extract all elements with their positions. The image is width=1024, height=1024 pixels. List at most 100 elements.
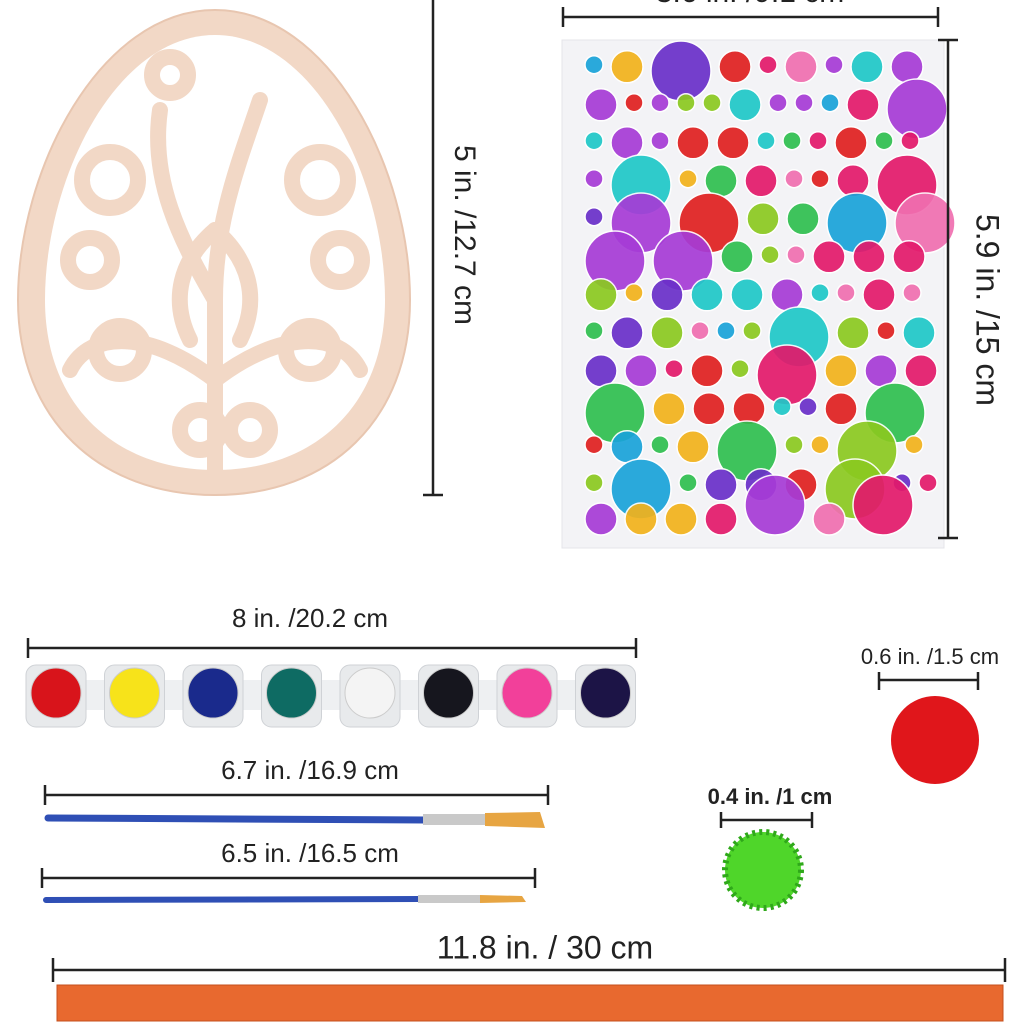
gem bbox=[798, 396, 818, 417]
gem bbox=[610, 50, 644, 84]
gem bbox=[690, 278, 724, 312]
gem bbox=[720, 240, 754, 274]
gem bbox=[786, 244, 806, 265]
gem bbox=[904, 434, 924, 455]
gem bbox=[810, 434, 830, 455]
brush-dimension: 6.7 in. /16.9 cm bbox=[221, 755, 399, 785]
gem bbox=[812, 240, 846, 274]
brush bbox=[43, 895, 526, 903]
gem bbox=[810, 168, 830, 189]
brush-dimension: 6.5 in. /16.5 cm bbox=[221, 838, 399, 868]
gem bbox=[744, 474, 806, 536]
paint bbox=[30, 667, 82, 719]
gem bbox=[624, 502, 658, 536]
gem bbox=[584, 130, 604, 151]
paint bbox=[109, 667, 160, 719]
gem bbox=[716, 320, 736, 341]
gem bbox=[730, 358, 750, 379]
gem bbox=[650, 92, 670, 113]
paint bbox=[580, 667, 631, 719]
gem bbox=[824, 354, 858, 388]
gem bbox=[758, 54, 778, 75]
pom-dimension: 0.4 in. /1 cm bbox=[708, 784, 833, 809]
gem bbox=[886, 78, 948, 140]
gem bbox=[794, 92, 814, 113]
gem bbox=[824, 392, 858, 426]
gem bbox=[876, 320, 896, 341]
paint-pots bbox=[25, 664, 636, 728]
gem bbox=[584, 278, 618, 312]
gem bbox=[772, 396, 792, 417]
gem bbox=[610, 316, 644, 350]
gem bbox=[890, 50, 924, 84]
wooden-egg bbox=[16, 8, 412, 497]
gem bbox=[584, 168, 604, 189]
gem bbox=[746, 202, 780, 236]
sheet-height: 5.9 in. /15 cm bbox=[970, 214, 1006, 406]
paint bbox=[266, 667, 317, 719]
gem bbox=[918, 472, 938, 493]
gem bbox=[850, 50, 884, 84]
gem bbox=[584, 434, 604, 455]
gem bbox=[784, 50, 818, 84]
gem bbox=[610, 126, 644, 160]
gem bbox=[650, 434, 670, 455]
gem bbox=[664, 502, 698, 536]
gem bbox=[836, 282, 856, 303]
gem bbox=[812, 502, 846, 536]
pom-dimension: 0.6 in. /1.5 cm bbox=[861, 644, 999, 669]
gem bbox=[584, 472, 604, 493]
green-pom-pom bbox=[722, 829, 804, 911]
gem bbox=[718, 50, 752, 84]
gem bbox=[756, 344, 818, 406]
gem bbox=[584, 88, 618, 122]
gem bbox=[900, 130, 920, 151]
gem bbox=[692, 392, 726, 426]
paint bbox=[501, 667, 553, 719]
sheet-width: 3.6 in. /9.1 cm bbox=[656, 0, 844, 9]
paint-dimension: 8 in. /20.2 cm bbox=[232, 603, 388, 633]
gem bbox=[624, 354, 658, 388]
gem bbox=[784, 168, 804, 189]
gem bbox=[874, 130, 894, 151]
gem bbox=[650, 316, 684, 350]
ribbon bbox=[56, 984, 1004, 1022]
gem bbox=[892, 240, 926, 274]
gem bbox=[650, 130, 670, 151]
gem bbox=[650, 40, 712, 102]
gem bbox=[820, 92, 840, 113]
gem bbox=[652, 392, 686, 426]
gem bbox=[702, 92, 722, 113]
gem bbox=[650, 278, 684, 312]
gem bbox=[824, 54, 844, 75]
gem bbox=[786, 202, 820, 236]
gem bbox=[624, 92, 644, 113]
gem bbox=[902, 316, 936, 350]
gem bbox=[810, 282, 830, 303]
gem bbox=[678, 168, 698, 189]
gem bbox=[862, 278, 896, 312]
brush bbox=[44, 812, 545, 828]
gem bbox=[704, 468, 738, 502]
gem bbox=[610, 430, 644, 464]
gem bbox=[744, 164, 778, 198]
paint bbox=[344, 667, 396, 719]
gem bbox=[852, 240, 886, 274]
gem bbox=[690, 354, 724, 388]
gem bbox=[808, 130, 828, 151]
gem bbox=[732, 392, 766, 426]
egg-dimension: 5 in. /12.7 cm bbox=[448, 145, 481, 325]
gem bbox=[664, 358, 684, 379]
gem bbox=[756, 130, 776, 151]
gem bbox=[704, 164, 738, 198]
gem bbox=[836, 316, 870, 350]
gem bbox=[728, 88, 762, 122]
gem bbox=[676, 92, 696, 113]
paint bbox=[423, 667, 474, 719]
red-pom-pom bbox=[891, 696, 979, 784]
gem bbox=[690, 320, 710, 341]
gem bbox=[676, 430, 710, 464]
gem bbox=[902, 282, 922, 303]
gem bbox=[768, 92, 788, 113]
